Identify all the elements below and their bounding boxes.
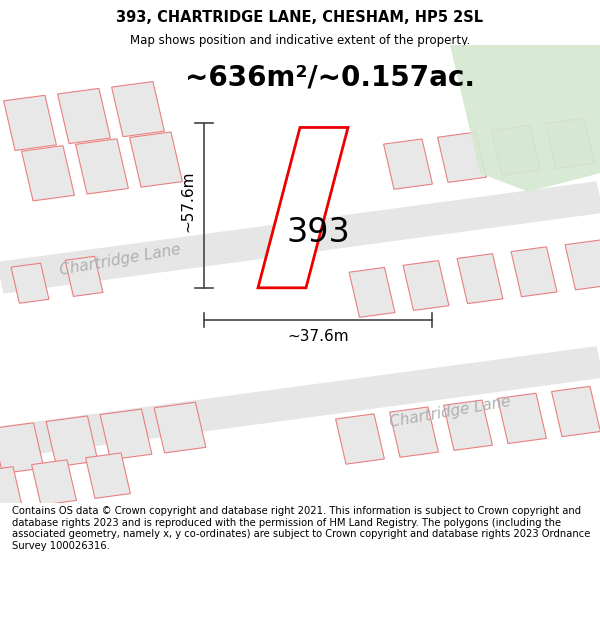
Polygon shape [32,460,76,505]
Polygon shape [389,407,439,458]
Polygon shape [58,88,110,144]
Text: Map shows position and indicative extent of the property.: Map shows position and indicative extent… [130,34,470,47]
Text: 393: 393 [286,216,350,249]
Polygon shape [112,81,164,137]
Polygon shape [565,240,600,290]
Polygon shape [100,409,152,460]
Text: Chartridge Lane: Chartridge Lane [388,394,512,429]
Polygon shape [4,95,56,151]
Polygon shape [450,45,600,192]
Polygon shape [130,132,182,187]
Polygon shape [349,268,395,318]
Polygon shape [22,146,74,201]
Polygon shape [443,400,493,451]
Polygon shape [437,132,487,182]
Polygon shape [76,139,128,194]
Polygon shape [491,125,541,176]
Text: Contains OS data © Crown copyright and database right 2021. This information is : Contains OS data © Crown copyright and d… [12,506,590,551]
Polygon shape [511,247,557,297]
Polygon shape [65,256,103,296]
Polygon shape [403,261,449,311]
Polygon shape [154,402,206,453]
Polygon shape [46,416,98,467]
Polygon shape [497,393,547,444]
Polygon shape [11,263,49,303]
Polygon shape [545,118,595,169]
Text: Chartridge Lane: Chartridge Lane [58,242,182,278]
Polygon shape [0,422,44,474]
Polygon shape [86,453,130,498]
Text: ~57.6m: ~57.6m [180,170,195,231]
Polygon shape [0,181,600,294]
Text: ~37.6m: ~37.6m [287,329,349,344]
Polygon shape [383,139,433,189]
Polygon shape [0,346,600,459]
Polygon shape [335,414,385,464]
Text: 393, CHARTRIDGE LANE, CHESHAM, HP5 2SL: 393, CHARTRIDGE LANE, CHESHAM, HP5 2SL [116,10,484,25]
Polygon shape [258,127,348,288]
Text: ~636m²/~0.157ac.: ~636m²/~0.157ac. [185,63,475,91]
Polygon shape [0,467,22,512]
Polygon shape [457,254,503,304]
Polygon shape [551,386,600,437]
